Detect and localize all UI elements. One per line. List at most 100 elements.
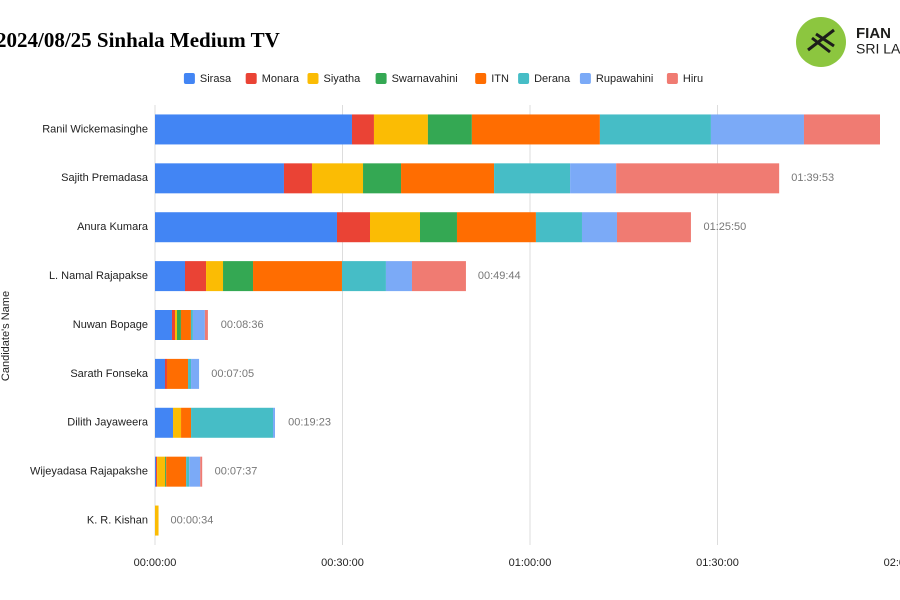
y-tick-label: Dilith Jayaweera — [67, 417, 149, 429]
bar-segment — [191, 407, 274, 438]
bar-segment — [411, 261, 466, 292]
bar-segment — [710, 114, 804, 145]
total-label: 00:19:23 — [288, 417, 331, 429]
legend-label: Derana — [534, 73, 571, 85]
bar-segment — [373, 114, 428, 145]
bar-segment — [155, 114, 352, 145]
logo-circle — [796, 17, 846, 67]
legend-label: Sirasa — [200, 73, 232, 85]
bar-segment — [253, 261, 342, 292]
bar-segment — [155, 407, 174, 438]
bar-segment — [599, 114, 711, 145]
bar-segment — [155, 456, 157, 487]
bar-segment — [190, 310, 193, 340]
bar-segment — [456, 212, 536, 243]
bar-segment — [185, 261, 207, 292]
x-tick-label: 01:30:00 — [696, 557, 739, 569]
logo-text: SRI LANKA — [856, 41, 900, 57]
bar-segment — [165, 456, 167, 487]
bar-segment — [171, 310, 175, 340]
bar-segment — [204, 310, 208, 340]
bar-segment — [223, 261, 254, 292]
bar-segment — [341, 261, 386, 292]
total-label: 00:08:36 — [221, 319, 264, 331]
bar-segment — [273, 407, 275, 438]
legend-label: Rupawahini — [596, 73, 653, 85]
bar-segment — [581, 212, 617, 243]
bar-segment — [155, 163, 284, 194]
x-tick-label: 00:00:00 — [134, 557, 177, 569]
bar-segment — [206, 261, 224, 292]
total-label: 00:07:05 — [211, 368, 254, 380]
bar-segment — [155, 310, 172, 340]
legend-label: Hiru — [683, 73, 703, 85]
x-tick-label: 01:00:00 — [509, 557, 552, 569]
bar-segment — [155, 212, 337, 243]
bar-segment — [616, 163, 780, 194]
legend-swatch — [245, 73, 257, 84]
y-tick-label: Sarath Fonseka — [70, 368, 149, 380]
bar-segment — [191, 358, 200, 389]
bar-segment — [385, 261, 412, 292]
bar-segment — [155, 261, 185, 292]
legend-swatch — [183, 73, 195, 84]
y-tick-label: Anura Kumara — [77, 221, 149, 233]
legend-swatch — [579, 73, 591, 84]
bar-segment — [173, 407, 182, 438]
bar-segment — [186, 456, 190, 487]
bar-segment — [401, 163, 495, 194]
bar-segment — [157, 456, 166, 487]
y-axis-title: Candidate's Name — [0, 291, 12, 381]
legend-swatch — [666, 73, 678, 84]
bar-segment — [471, 114, 600, 145]
bar-segment — [155, 505, 159, 536]
bar-segment — [427, 114, 472, 145]
bar-segment — [311, 163, 364, 194]
bar-segment — [803, 114, 880, 145]
bar-segment — [180, 310, 191, 340]
bar-segment — [192, 310, 205, 340]
bar-segment — [494, 163, 571, 194]
total-label: 01:39:53 — [791, 172, 834, 184]
bar-segment — [570, 163, 617, 194]
legend-label: ITN — [491, 73, 509, 85]
logo-text: FIAN — [856, 25, 891, 42]
logo: FIAN SRI LANKA — [796, 17, 900, 67]
bar-segment — [155, 358, 165, 389]
y-tick-label: K. R. Kishan — [87, 514, 148, 526]
bar-segment — [351, 114, 374, 145]
bar-segment — [283, 163, 312, 194]
y-tick-label: Nuwan Bopage — [73, 319, 148, 331]
x-tick-label: 02:00:00 — [884, 557, 900, 569]
x-tick-label: 00:30:00 — [321, 557, 364, 569]
logo-icon — [807, 28, 835, 54]
bar-segment — [166, 358, 189, 389]
total-label: 01:25:50 — [703, 221, 746, 233]
legend-swatch — [375, 73, 387, 84]
bar-segment — [363, 163, 402, 194]
legend-swatch — [307, 73, 319, 84]
y-tick-label: Sajith Premadasa — [61, 172, 149, 184]
bar-segment — [616, 212, 691, 243]
total-label: 00:00:34 — [171, 514, 214, 526]
bar-segment — [189, 456, 201, 487]
legend-swatch — [518, 73, 530, 84]
total-label: 00:49:44 — [478, 270, 521, 282]
y-tick-label: Wijeyadasa Rajapakshe — [30, 466, 148, 478]
bar-segment — [420, 212, 457, 243]
bar-segment — [200, 456, 203, 487]
total-label: 00:07:37 — [215, 466, 258, 478]
legend-label: Swarnavahini — [392, 73, 458, 85]
bar-segment — [370, 212, 420, 243]
bar-segment — [156, 456, 158, 487]
bar-segment — [181, 407, 192, 438]
legend-label: Monara — [262, 73, 300, 85]
y-tick-label: Ranil Wickemasinghe — [42, 123, 148, 135]
bar-segment — [188, 358, 192, 389]
y-tick-label: L. Namal Rajapakse — [49, 270, 148, 282]
bar-segment — [166, 456, 187, 487]
legend-swatch — [475, 73, 487, 84]
bar-segment — [175, 310, 177, 340]
bar-segment — [176, 310, 181, 340]
